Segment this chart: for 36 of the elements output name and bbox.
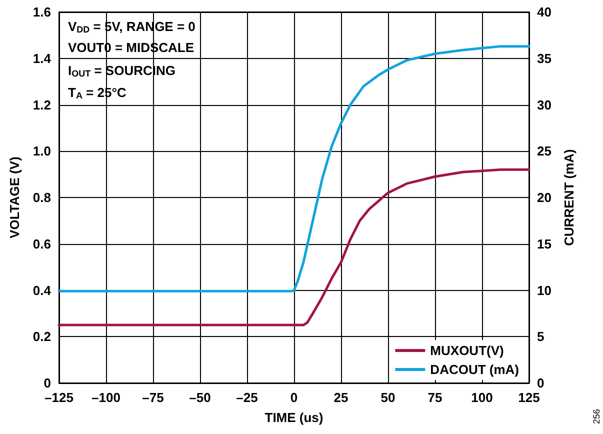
y-tick-label: 1.4: [32, 50, 52, 66]
y-tick-label: 1.0: [32, 144, 51, 159]
y2-tick-label: 25: [537, 144, 552, 159]
y2-axis-title: CURRENT (mA): [561, 149, 576, 246]
x-tick-label: 100: [471, 390, 493, 405]
y-axis-title: VOLTAGE (V): [7, 156, 22, 238]
y2-tick-label: 35: [537, 50, 552, 66]
y2-tick-label: 40: [537, 4, 552, 20]
x-axis-title: TIME (us): [264, 410, 324, 425]
y2-tick-label: 0: [537, 376, 544, 390]
legend-label: MUXOUT(V): [430, 343, 504, 358]
x-tick-label: –50: [189, 390, 211, 405]
y2-tick-label: 5: [537, 329, 544, 344]
y-tick-label: 0: [44, 376, 51, 390]
x-tick-label: 25: [334, 390, 348, 405]
y2-tick-label: 20: [537, 190, 552, 205]
x-tick-label: 50: [380, 390, 396, 405]
y-tick-label: 0.8: [32, 190, 51, 205]
y-tick-label: 0.4: [32, 282, 52, 298]
y-tick-label: 0.2: [32, 329, 51, 344]
x-tick-label: 125: [518, 390, 540, 405]
x-tick-label: 75: [428, 390, 442, 405]
text: 256: [592, 408, 602, 424]
y-tick-label: 0.6: [32, 236, 51, 252]
y-tick-label: 1.2: [32, 97, 51, 112]
x-tick-label: –100: [92, 390, 120, 405]
y2-tick-label: 15: [537, 236, 552, 252]
x-tick-label: –75: [142, 390, 164, 405]
y-tick-label: 1.6: [32, 4, 51, 20]
line-series: [58, 168, 530, 326]
x-tick-label: 0: [290, 390, 298, 405]
y2-tick-label: 30: [537, 97, 552, 112]
legend-label: DACOUT (mA): [430, 362, 520, 377]
x-tick-label: –125: [44, 390, 74, 405]
y2-tick-label: 10: [537, 282, 552, 298]
x-tick-label: –25: [236, 390, 258, 405]
